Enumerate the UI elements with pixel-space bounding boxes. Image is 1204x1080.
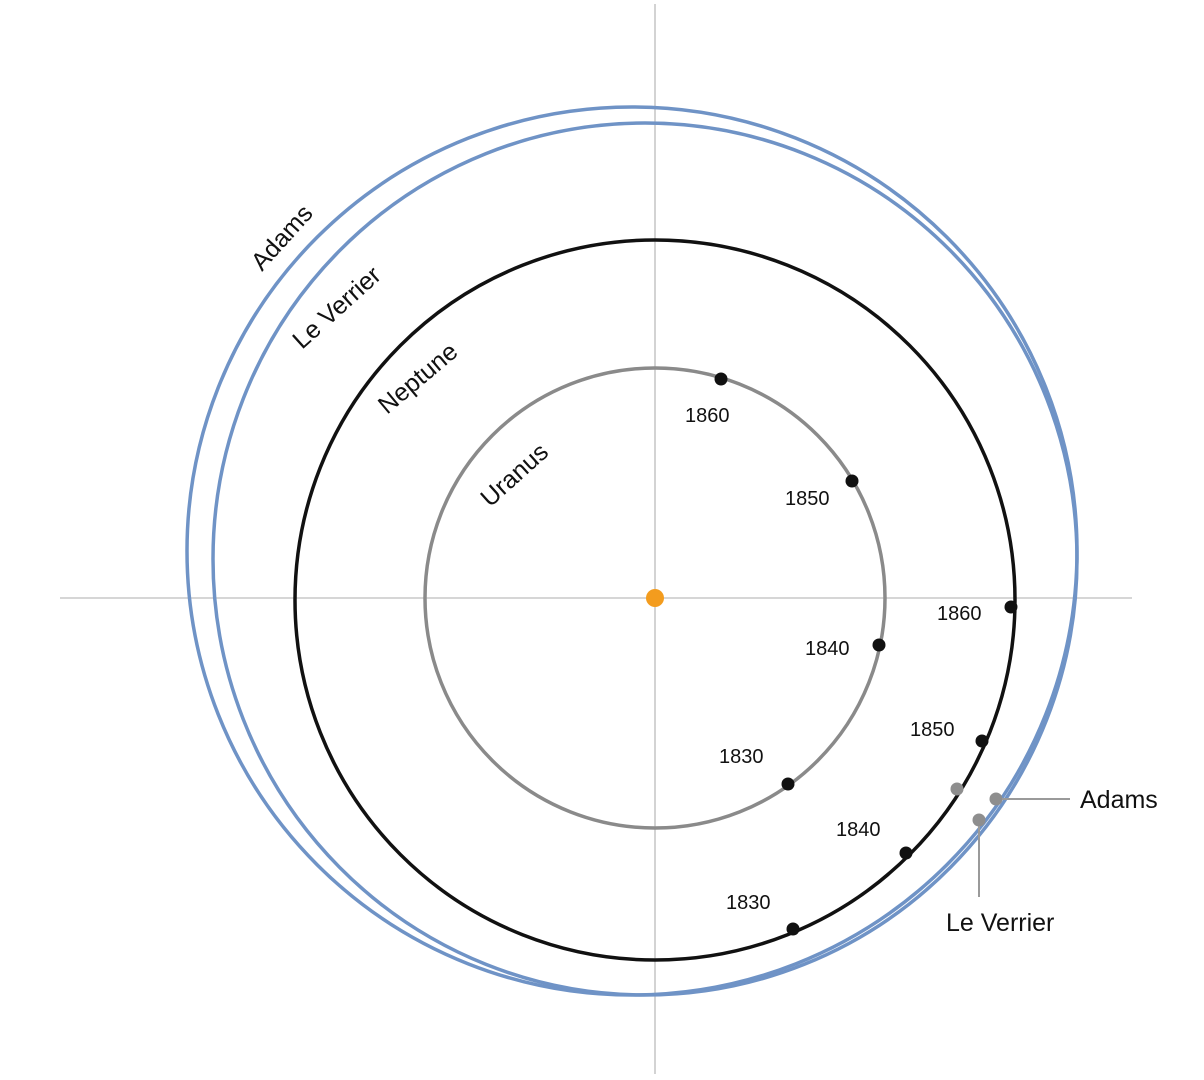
neptune-orbit-label: Neptune [373,337,463,419]
neptune-position-label: 1840 [836,819,881,841]
adams-orbit-label: Adams [246,199,319,276]
neptune-position-dot [975,734,989,748]
uranus-position-label: 1830 [719,746,764,768]
le-verrier-orbit-label: Le Verrier [287,261,386,354]
le-verrier-orbit [211,121,1079,997]
adams-callout-label: Adams [1080,786,1158,814]
uranus-position-label: 1860 [685,405,730,427]
uranus-position-dot [781,777,795,791]
uranus-orbit [423,366,887,830]
uranus-position-label: 1840 [805,638,850,660]
neptune-position-dot [1004,600,1018,614]
predicted-position-dot [950,782,964,796]
neptune-position-label: 1850 [910,719,955,741]
uranus-position-dot [845,474,859,488]
uranus-position-dot [714,372,728,386]
uranus-position-label: 1850 [785,488,830,510]
sun-icon [646,589,664,607]
uranus-orbit-label: Uranus [475,438,554,513]
uranus-position-dot [872,638,886,652]
neptune-position-label: 1860 [937,603,982,625]
neptune-orbit [293,238,1017,962]
le-verrier-predicted-dot [972,813,986,827]
neptune-position-dot [786,922,800,936]
adams-predicted-dot [989,792,1003,806]
neptune-position-dot [899,846,913,860]
neptune-position-label: 1830 [726,892,771,914]
le-verrier-callout-label: Le Verrier [946,909,1054,937]
